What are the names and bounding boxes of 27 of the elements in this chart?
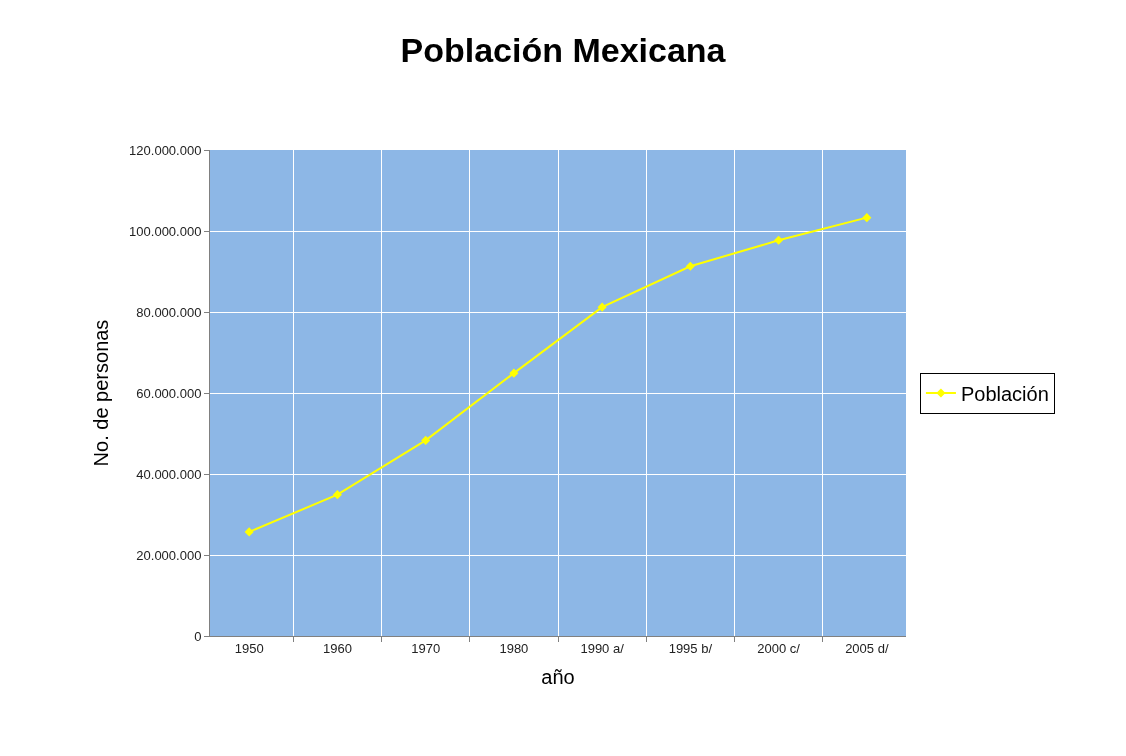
- point: [244, 527, 254, 537]
- point: [862, 213, 872, 223]
- y-tick-label: 40.000.000: [136, 466, 202, 482]
- y-tick-label: 20.000.000: [136, 547, 202, 563]
- y-tick-label: 120.000.000: [129, 142, 202, 158]
- y-tick-label: 60.000.000: [136, 385, 202, 401]
- x-tick-label: 1960: [322, 640, 352, 656]
- point: [597, 302, 607, 312]
- point: [421, 435, 431, 445]
- x-tick-label: 1995 b/: [668, 640, 713, 656]
- x-tick-label: 1980: [499, 640, 529, 656]
- chart-title: Población Mexicana: [400, 30, 727, 69]
- x-tick-label: 1950: [234, 640, 264, 656]
- y-tick-label: 0: [194, 628, 202, 644]
- y-tick-label: 100.000.000: [129, 223, 202, 239]
- x-tick-label: 2000 c/: [757, 640, 801, 656]
- point: [774, 235, 784, 245]
- point: [509, 368, 519, 378]
- y-axis-title: No. de personas: [89, 319, 112, 467]
- x-tick-label: 2005 d/: [845, 640, 889, 656]
- x-tick-label: 1990 a/: [580, 640, 625, 656]
- y-tick-label: 80.000.000: [136, 304, 202, 320]
- x-axis-title: año: [541, 666, 575, 689]
- x-tick-label: 1970: [411, 640, 441, 656]
- point: [685, 261, 695, 271]
- legend-label: Población: [960, 382, 1049, 405]
- point: [332, 490, 342, 500]
